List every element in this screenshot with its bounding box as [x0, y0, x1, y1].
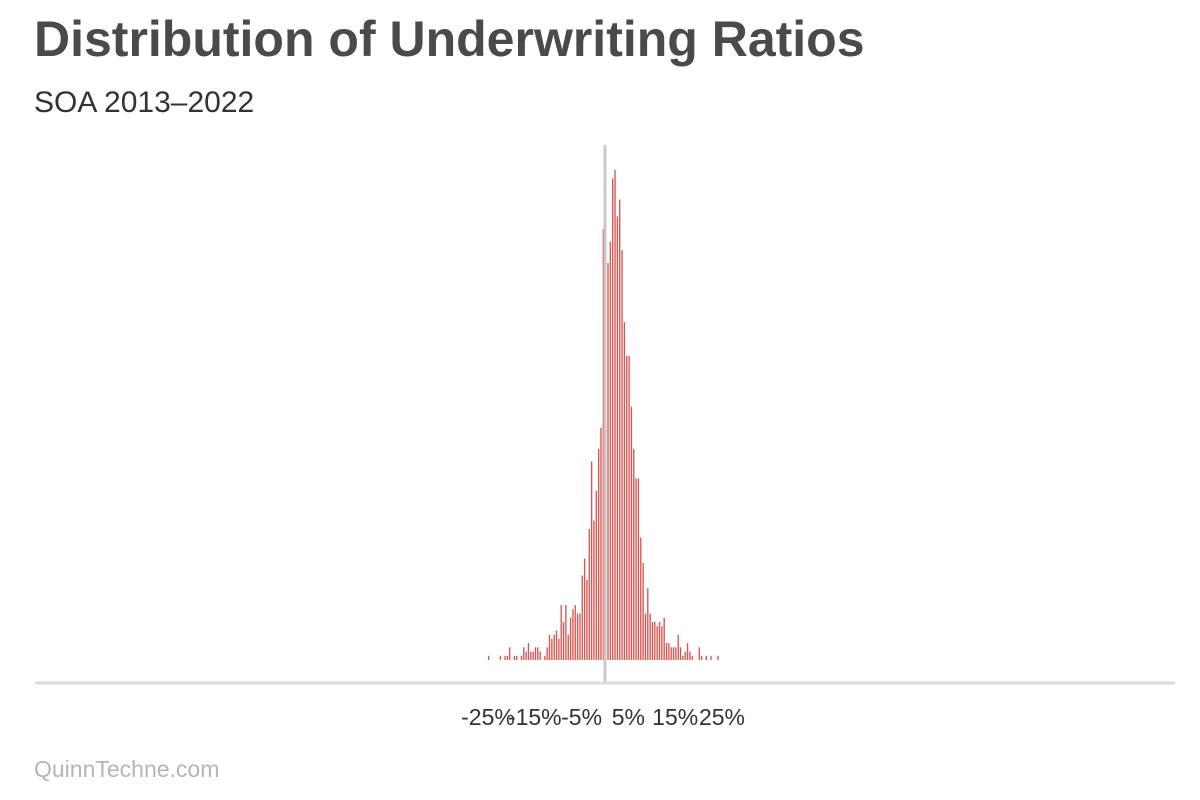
histogram-bar	[586, 579, 588, 660]
histogram-bar	[565, 605, 567, 660]
histogram-bar	[644, 613, 647, 660]
histogram-bar	[581, 575, 583, 660]
histogram-bars	[488, 170, 719, 661]
histogram-bar	[698, 647, 700, 660]
histogram-bar	[621, 250, 623, 660]
histogram-bar	[677, 634, 679, 660]
histogram-bar	[539, 651, 541, 660]
histogram-bar	[534, 647, 537, 660]
histogram-bar	[647, 588, 649, 660]
histogram-bar	[562, 621, 565, 660]
histogram-bar	[520, 655, 523, 660]
histogram-bar	[658, 621, 661, 660]
histogram-bar	[527, 643, 530, 660]
histogram-bar	[544, 655, 546, 660]
histogram-bar	[630, 406, 633, 660]
histogram-bar	[640, 537, 642, 660]
histogram-bar	[523, 647, 525, 660]
histogram-bar	[593, 520, 595, 660]
histogram-bar	[579, 613, 581, 660]
histogram-bar	[558, 638, 560, 660]
histogram-bar	[661, 626, 663, 660]
histogram-bar	[532, 651, 534, 660]
histogram-bar	[686, 643, 689, 660]
chart-subtitle: SOA 2013–2022	[34, 86, 255, 119]
x-tick-label: -5%	[561, 704, 602, 730]
histogram-bar	[682, 655, 684, 660]
histogram-bar	[607, 262, 609, 660]
histogram-bar	[651, 621, 654, 660]
histogram-bar	[499, 655, 502, 660]
histogram-bar	[588, 529, 590, 660]
chart-title: Distribution of Underwriting Ratios	[34, 11, 865, 67]
histogram-bar	[612, 178, 614, 660]
histogram-bar	[602, 229, 604, 660]
histogram-bar	[504, 655, 506, 660]
histogram-bar	[583, 558, 586, 660]
histogram-bar	[546, 647, 548, 660]
histogram-bar	[637, 478, 640, 660]
x-tick-label: 15%	[652, 704, 698, 730]
histogram-bar	[691, 655, 693, 660]
x-axis-ticks: -25%-15% -5% 5% 15% 25%	[461, 704, 745, 730]
histogram-bar	[668, 643, 670, 660]
histogram-bar	[619, 199, 621, 660]
histogram-bar	[509, 647, 511, 660]
histogram-bar	[635, 478, 637, 660]
histogram-bar	[679, 647, 682, 660]
histogram-bar	[574, 605, 576, 660]
histogram-bar	[551, 638, 553, 660]
histogram-bar	[705, 655, 707, 660]
histogram-bar	[555, 630, 558, 660]
histogram-bar	[595, 491, 597, 660]
histogram-bar	[663, 617, 665, 660]
histogram-bar	[626, 355, 628, 660]
histogram-bar	[654, 621, 656, 660]
x-tick-label: -25%	[461, 704, 515, 730]
histogram-bar	[670, 647, 672, 660]
histogram-bar	[560, 605, 562, 660]
histogram-bar	[576, 613, 579, 660]
histogram-bar	[553, 634, 555, 660]
histogram-bar	[628, 355, 630, 660]
histogram-bar	[597, 448, 600, 660]
histogram-bar	[642, 562, 644, 660]
histogram-bar	[525, 651, 527, 660]
histogram-bar	[717, 655, 719, 660]
histogram-bar	[623, 322, 626, 660]
x-tick-label: -15%	[508, 704, 562, 730]
x-tick-label: 25%	[699, 704, 745, 730]
histogram-bar	[684, 651, 686, 660]
histogram-bar	[672, 647, 675, 660]
histogram-bar	[569, 617, 572, 660]
histogram-bar	[675, 647, 677, 660]
histogram-bar	[590, 461, 593, 660]
histogram-bar	[530, 651, 532, 660]
histogram-bar	[488, 655, 490, 660]
histogram-bar	[656, 626, 658, 660]
x-tick-label: 5%	[612, 704, 645, 730]
histogram-bar	[537, 647, 539, 660]
histogram-bar	[516, 655, 518, 660]
histogram-bar	[609, 241, 612, 660]
source-credit: QuinnTechne.com	[34, 756, 220, 782]
histogram-bar	[567, 634, 569, 660]
histogram-bar	[665, 643, 668, 660]
histogram-bar	[700, 655, 703, 660]
histogram-bar	[572, 609, 574, 660]
histogram-bar	[616, 216, 619, 660]
histogram-bar	[710, 655, 712, 660]
histogram-bar	[548, 634, 551, 660]
histogram-bar	[614, 170, 616, 660]
histogram-bar	[633, 448, 635, 660]
histogram-bar	[689, 651, 691, 660]
histogram-bar	[649, 613, 651, 660]
histogram-bar	[506, 655, 509, 660]
histogram-bar	[600, 427, 602, 660]
histogram-bar	[513, 655, 516, 660]
